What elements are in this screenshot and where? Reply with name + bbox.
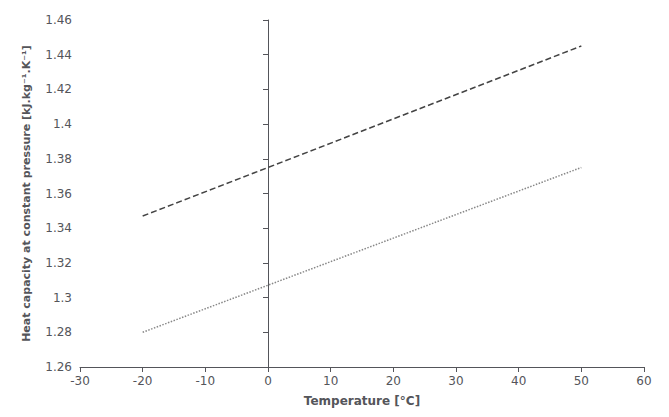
svg-text:1.36: 1.36 xyxy=(45,187,72,201)
svg-text:0: 0 xyxy=(264,374,272,388)
svg-text:1.3: 1.3 xyxy=(53,291,72,305)
svg-text:40: 40 xyxy=(511,374,526,388)
svg-text:-20: -20 xyxy=(133,374,153,388)
svg-text:60: 60 xyxy=(636,374,651,388)
svg-text:1.42: 1.42 xyxy=(45,82,72,96)
svg-text:-10: -10 xyxy=(196,374,216,388)
svg-text:1.38: 1.38 xyxy=(45,152,72,166)
svg-text:1.46: 1.46 xyxy=(45,13,72,27)
svg-text:Heat capacity at constant pres: Heat capacity at constant pressure [kJ.k… xyxy=(20,45,33,342)
svg-text:10: 10 xyxy=(323,374,338,388)
svg-text:1.28: 1.28 xyxy=(45,325,72,339)
svg-text:30: 30 xyxy=(448,374,463,388)
svg-text:50: 50 xyxy=(574,374,589,388)
svg-text:1.34: 1.34 xyxy=(45,221,72,235)
svg-text:1.44: 1.44 xyxy=(45,48,72,62)
svg-text:20: 20 xyxy=(386,374,401,388)
svg-text:1.32: 1.32 xyxy=(45,256,72,270)
svg-text:-30: -30 xyxy=(70,374,90,388)
svg-text:1.26: 1.26 xyxy=(45,360,72,374)
svg-text:Temperature [°C]: Temperature [°C] xyxy=(304,394,420,408)
svg-text:1.4: 1.4 xyxy=(53,117,72,131)
